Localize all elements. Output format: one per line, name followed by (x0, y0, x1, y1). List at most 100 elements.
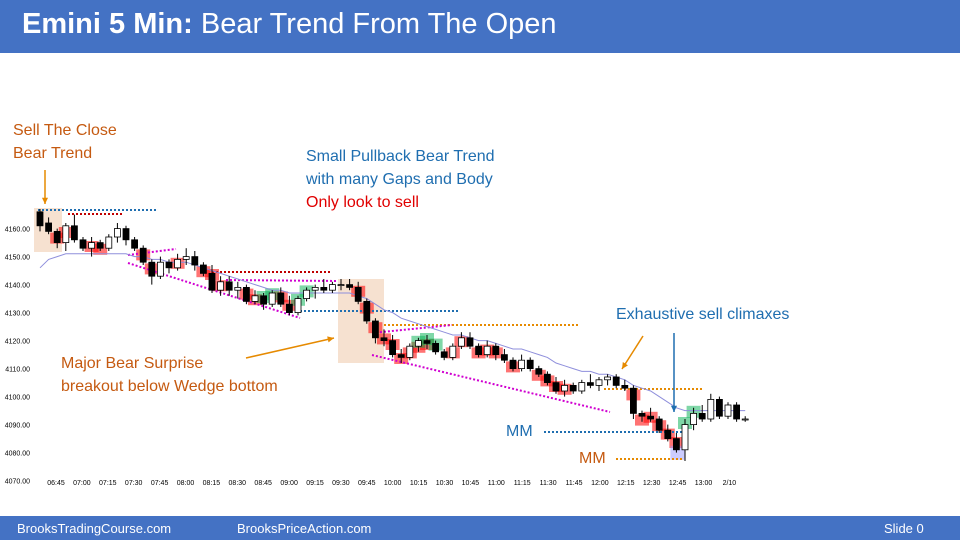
x-tick-label: 10:15 (410, 480, 428, 487)
x-tick-label: 2/10 (723, 480, 737, 487)
title-rest: Bear Trend From The Open (200, 8, 557, 40)
y-tick-label: 4080.00 (5, 451, 30, 458)
candle-body (604, 376, 611, 381)
surprise-arrow-head (327, 336, 334, 343)
candle-body (199, 264, 207, 274)
x-tick-label: 12:00 (591, 480, 609, 487)
candle-body (638, 412, 646, 417)
candle-body (681, 424, 689, 451)
y-tick-label: 4140.00 (5, 283, 30, 290)
candle-body (561, 384, 568, 392)
candle-body (449, 345, 457, 358)
x-tick-label: 09:00 (280, 480, 298, 487)
candle-body (707, 398, 715, 420)
x-tick-label: 08:00 (177, 480, 195, 487)
x-tick-label: 10:45 (462, 480, 480, 487)
candle-body (337, 284, 345, 287)
candle-body (131, 239, 139, 249)
y-tick-label: 4130.00 (5, 311, 30, 318)
annotation-line: Only look to sell (306, 194, 419, 211)
x-tick-label: 08:30 (229, 480, 247, 487)
footer-right: Slide 0 (884, 521, 924, 536)
candle-body (526, 359, 534, 370)
x-tick-label: 12:45 (669, 480, 687, 487)
annotation-line: Sell The Close (13, 122, 117, 139)
annotation-mm-2: MM (579, 450, 606, 467)
candle-body (234, 286, 242, 291)
candle-body (36, 211, 44, 227)
candle-body (88, 242, 95, 249)
x-tick-label: 07:45 (151, 480, 169, 487)
candle-body (165, 261, 173, 269)
candle-body (621, 384, 629, 389)
candle-body (500, 354, 508, 361)
candle-body (406, 345, 414, 358)
candle-body (320, 286, 328, 291)
sell-close-arrow-head (41, 197, 49, 204)
x-tick-label: 09:45 (358, 480, 376, 487)
x-tick-label: 08:45 (254, 480, 272, 487)
x-tick-label: 10:30 (436, 480, 454, 487)
y-tick-label: 4160.00 (5, 227, 30, 234)
y-tick-label: 4110.00 (5, 367, 30, 374)
x-tick-label: 11:30 (540, 480, 557, 487)
candle-body (518, 359, 525, 370)
candle-body (440, 351, 448, 358)
candle-body (277, 292, 285, 305)
candle-body (457, 337, 465, 347)
slide-header: Emini 5 Min: Bear Trend From The Open (0, 0, 960, 53)
ema-line (39, 253, 746, 412)
candle-body (71, 225, 78, 241)
candle-body (595, 379, 603, 386)
candle-body (45, 222, 52, 232)
footer-left: BrooksTradingCourse.com (17, 521, 172, 536)
candle-body (268, 292, 276, 305)
candle-body (328, 284, 336, 291)
candle-body (587, 382, 594, 386)
candle-body (389, 340, 397, 356)
x-tick-label: 08:15 (203, 480, 221, 487)
y-tick-label: 4100.00 (5, 395, 30, 402)
candle-body (114, 228, 121, 238)
annotation-line: breakout below Wedge bottom (61, 378, 278, 395)
candle-body (466, 337, 474, 347)
x-tick-label: 09:15 (306, 480, 324, 487)
x-tick-label: 06:45 (47, 480, 65, 487)
wedge-line-lower-2 (371, 354, 611, 413)
candle-body (414, 340, 422, 347)
candle-body (741, 418, 749, 421)
candle-body (509, 359, 517, 370)
annotation-sell-the-close: Sell The Close Bear Trend (13, 119, 117, 165)
candle-body (492, 345, 500, 356)
x-tick-label: 09:30 (332, 480, 350, 487)
x-tick-label: 07:00 (73, 480, 91, 487)
x-tick-label: 11:00 (488, 480, 505, 487)
candle-body (578, 382, 586, 392)
annotation-line: Small Pullback Bear Trend (306, 148, 495, 165)
wedge-line-upper-1 (127, 248, 177, 256)
candle-body (62, 225, 70, 244)
candle-body (380, 337, 388, 341)
candle-body (397, 354, 405, 358)
annotation-exhaustive: Exhaustive sell climaxes (616, 306, 790, 323)
candle-body (122, 228, 130, 241)
slide-title: Emini 5 Min: Bear Trend From The Open (22, 8, 557, 41)
candle-body (182, 256, 190, 260)
candle-body (423, 340, 431, 344)
candle-body (655, 418, 663, 431)
candle-body (174, 258, 182, 269)
annotation-line: with many Gaps and Body (306, 171, 493, 188)
candle-body (294, 298, 302, 314)
candle-body (475, 345, 483, 356)
annotation-bear-surprise: Major Bear Surprise breakout below Wedge… (61, 352, 278, 398)
candle-body (105, 236, 113, 249)
x-tick-label: 07:15 (99, 480, 117, 487)
candle-body (225, 281, 233, 291)
candle-body (716, 398, 723, 417)
candle-body (96, 242, 104, 249)
climax-arrow-2-head (670, 405, 678, 412)
y-tick-label: 4090.00 (5, 423, 30, 430)
surprise-arrow-shaft (245, 337, 335, 359)
candle-body (612, 376, 620, 386)
climax-arrow-1-shaft (621, 335, 644, 370)
